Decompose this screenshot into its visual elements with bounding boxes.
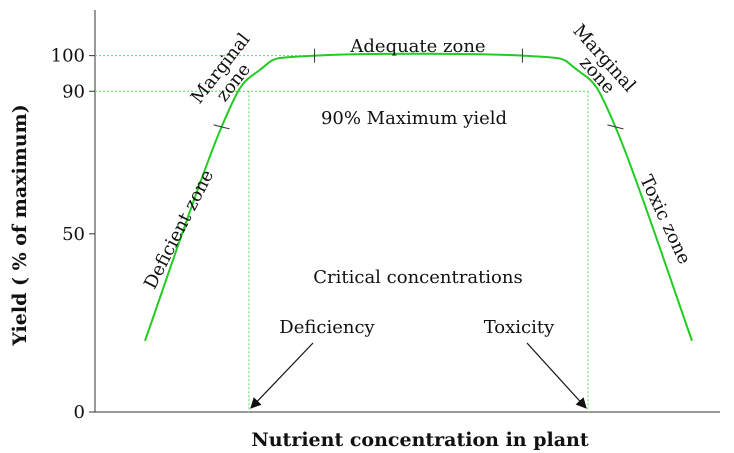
y-axis-title: Yield ( % of maximum) bbox=[9, 104, 31, 346]
adequate-zone-label: Adequate zone bbox=[349, 36, 485, 57]
max-yield-90-label: 90% Maximum yield bbox=[321, 108, 507, 129]
deficiency-label: Deficiency bbox=[279, 317, 375, 338]
x-axis-title: Nutrient concentration in plant bbox=[251, 429, 588, 451]
zone-boundary-tick bbox=[213, 124, 230, 130]
deficient-zone-label: Deficient zone bbox=[140, 167, 218, 293]
zone-boundary-tick bbox=[607, 124, 624, 130]
toxic-zone-label: Toxic zone bbox=[635, 172, 694, 268]
toxicity-label: Toxicity bbox=[484, 317, 555, 338]
yield-curve bbox=[144, 52, 693, 342]
toxicity-arrow bbox=[526, 342, 587, 409]
critical-concentrations-heading: Critical concentrations bbox=[313, 267, 522, 288]
y-ticks: 0 50 90 100 bbox=[51, 46, 95, 423]
y-tick-label: 90 bbox=[62, 81, 85, 102]
y-tick-label: 100 bbox=[51, 46, 85, 67]
y-tick-label: 0 bbox=[74, 402, 85, 423]
deficiency-arrow bbox=[250, 342, 314, 409]
zone-boundary-ticks bbox=[213, 48, 624, 130]
y-tick-label: 50 bbox=[62, 224, 85, 245]
guide-lines bbox=[95, 55, 589, 412]
